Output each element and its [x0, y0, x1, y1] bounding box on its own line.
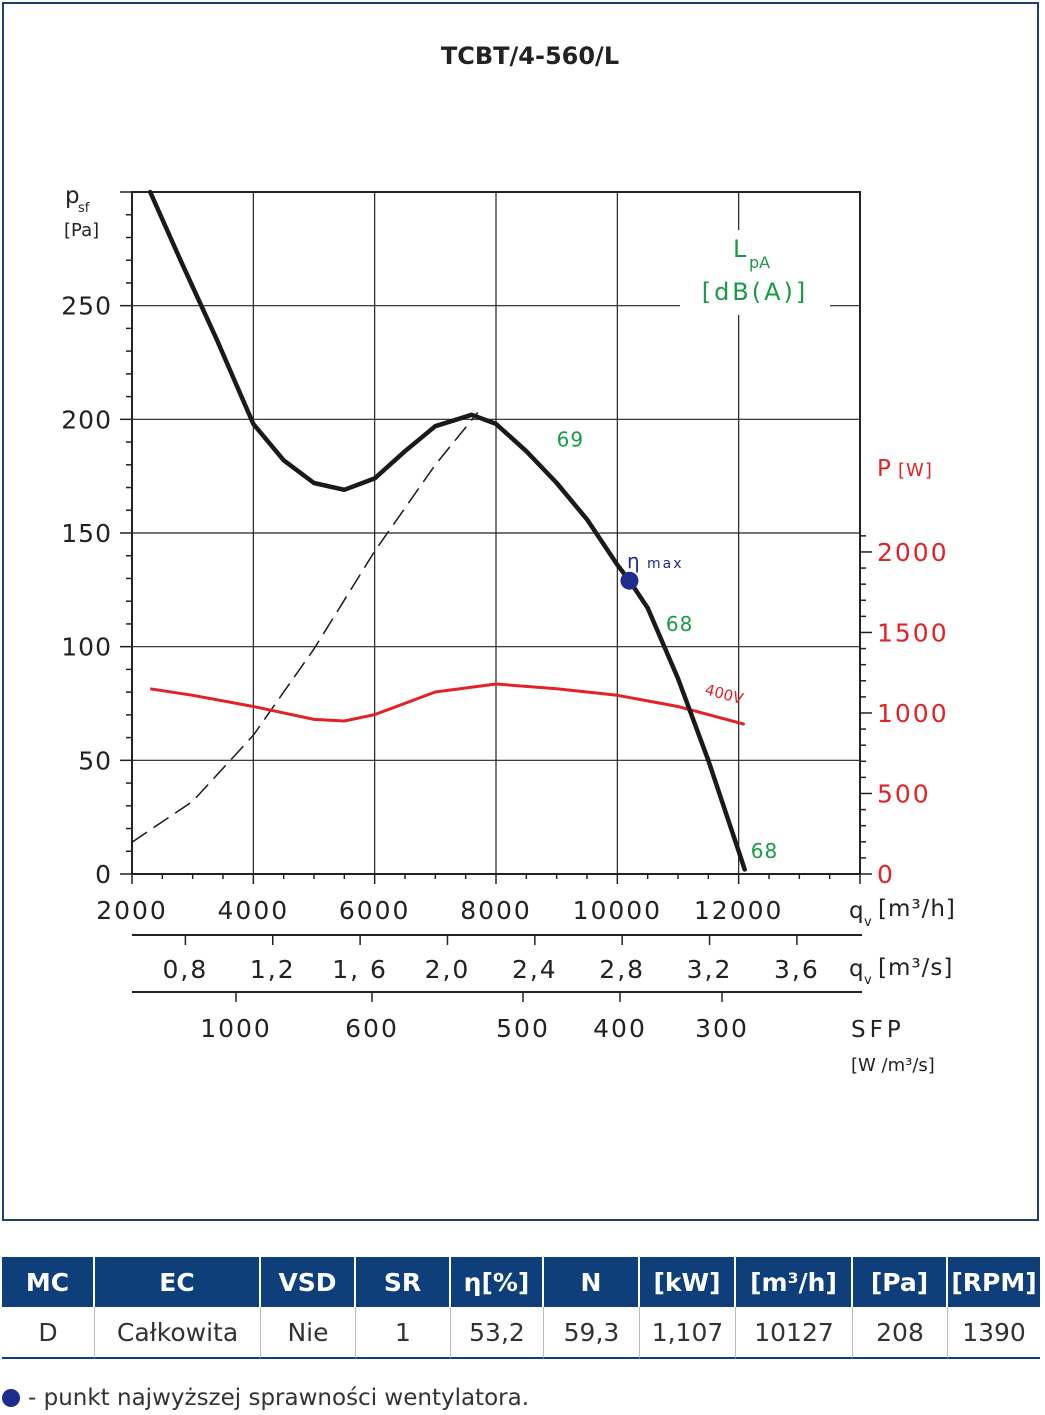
x-axis-label-sub: v [864, 915, 872, 930]
cell-ec: Całkowita [95, 1307, 261, 1359]
header-flow: [m³/h] [736, 1257, 853, 1307]
table-row: D Całkowita Nie 1 53,2 59,3 1,107 10127 … [2, 1307, 1040, 1359]
axis-sfp-unit: [W /m³/s] [851, 1055, 935, 1076]
y-left-label: p [65, 183, 80, 209]
axis-m3s-tick-label: 2,4 [512, 955, 558, 984]
axis-m3s-unit: [m³/s] [878, 955, 953, 981]
eta-max-marker [620, 571, 639, 590]
y-left-tick-label: 250 [61, 292, 112, 321]
header-ec: EC [95, 1257, 261, 1307]
pressure-curve-line [147, 189, 747, 872]
y-left-tick-label: 0 [95, 860, 112, 889]
y-left-label-sub: sf [78, 201, 90, 216]
cell-mc: D [2, 1307, 95, 1359]
y-left-tick-label: 50 [78, 746, 112, 775]
eta-max-marker-icon [2, 1389, 20, 1407]
table-header-row: MC EC VSD SR η[%] N [kW] [m³/h] [Pa] [RP… [2, 1257, 1040, 1307]
spec-table: MC EC VSD SR η[%] N [kW] [m³/h] [Pa] [RP… [2, 1257, 1040, 1359]
footnote-text: - punkt najwyższej sprawności wentylator… [28, 1385, 530, 1411]
y-left-tick-label: 100 [61, 633, 112, 662]
axis-sfp-tick-label: 400 [593, 1014, 647, 1043]
chart-title: TCBT/4-560/L [441, 42, 619, 70]
y-right-tick-label: 1000 [877, 699, 949, 728]
chart-frame [2, 2, 1039, 1221]
y-left-unit: [Pa] [64, 220, 99, 241]
x-tick-label: 10000 [573, 896, 663, 925]
x-tick-label: 4000 [218, 896, 290, 925]
header-mc: MC [2, 1257, 95, 1307]
axis-m3s-tick-label: 2,8 [599, 955, 645, 984]
header-kw: [kW] [640, 1257, 736, 1307]
power-curve-line [149, 682, 746, 726]
system-curve-line [131, 412, 479, 843]
header-n: N [544, 1257, 640, 1307]
cell-rpm: 1390 [948, 1307, 1040, 1359]
cell-kw: 1,107 [640, 1307, 736, 1359]
lpa-unit: [dB(A)] [702, 278, 809, 306]
axis-m3s-tick-label: 1,2 [250, 955, 296, 984]
header-sr: SR [356, 1257, 451, 1307]
cell-n: 59,3 [544, 1307, 640, 1359]
header-rpm: [RPM] [948, 1257, 1040, 1307]
axis-m3s-tick-label: 2,0 [425, 955, 471, 984]
performance-chart: TCBT/4-560/L 0 50 100 150 200 250 0 500 1000 1500 2… [61, 42, 956, 1076]
cell-vsd: Nie [261, 1307, 356, 1359]
eta-max-label-sub: max [647, 556, 684, 572]
y-right-tick-label: 500 [877, 779, 931, 808]
eta-max-label: η [627, 549, 640, 573]
axis-sfp-tick-label: 500 [496, 1014, 550, 1043]
axis-m3s-tick-label: 1, 6 [332, 955, 388, 984]
axis-sfp-tick-label: 600 [345, 1014, 399, 1043]
x-tick-label: 2000 [96, 896, 168, 925]
axis-m3s-label-sub: v [864, 973, 872, 988]
header-vsd: VSD [261, 1257, 356, 1307]
axis-sfp-tick-label: 1000 [200, 1014, 272, 1043]
lpa-label-backdrop [680, 230, 830, 315]
lpa-value-label: 68 [666, 612, 693, 636]
cell-flow: 10127 [736, 1307, 853, 1359]
x-tick-label: 12000 [694, 896, 784, 925]
axis-m3s-label: q [849, 956, 864, 982]
y-left-tick-label: 200 [61, 405, 112, 434]
x-axis-label: q [849, 898, 864, 924]
axis-m3s-tick-label: 0,8 [163, 955, 209, 984]
power-series-label: 400V [703, 680, 746, 708]
y-right-unit: [W] [898, 460, 933, 481]
y-left-tick-label: 150 [61, 519, 112, 548]
x-axis-unit: [m³/h] [878, 896, 956, 922]
y-right-tick-label: 2000 [877, 538, 949, 567]
lpa-value-label: 68 [751, 839, 778, 863]
axis-sfp-label: SFP [851, 1017, 905, 1043]
y-right-tick-label: 1500 [877, 618, 949, 647]
cell-sr: 1 [356, 1307, 451, 1359]
y-right-label: P [877, 456, 891, 482]
header-pressure: [Pa] [853, 1257, 948, 1307]
axis-m3s-tick-label: 3,6 [774, 955, 820, 984]
y-right-tick-label: 0 [877, 860, 895, 889]
header-efficiency: η[%] [451, 1257, 544, 1307]
lpa-label: L [733, 235, 747, 263]
lpa-label-sub: pA [749, 253, 770, 272]
x-tick-label: 8000 [460, 896, 532, 925]
lpa-value-label: 69 [557, 428, 584, 452]
axis-m3s-tick-label: 3,2 [687, 955, 733, 984]
footnote: - punkt najwyższej sprawności wentylator… [2, 1385, 529, 1411]
x-tick-label: 6000 [339, 896, 411, 925]
axis-sfp-tick-label: 300 [695, 1014, 749, 1043]
cell-efficiency: 53,2 [451, 1307, 544, 1359]
cell-pressure: 208 [853, 1307, 948, 1359]
